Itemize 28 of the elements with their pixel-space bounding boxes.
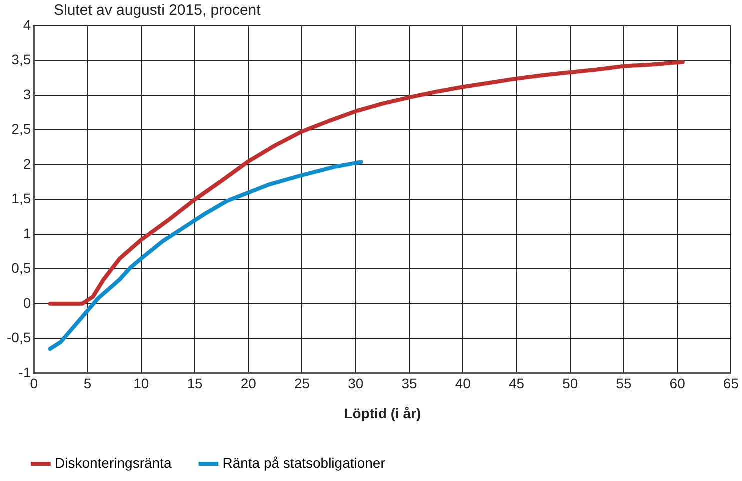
x-tick-label: 40 bbox=[455, 376, 472, 392]
y-tick-label: 1 bbox=[23, 225, 32, 242]
x-tick-label: 45 bbox=[508, 376, 525, 392]
legend-label: Diskonteringsränta bbox=[55, 454, 172, 471]
y-tick-label: 0 bbox=[23, 294, 32, 311]
x-tick-label: 5 bbox=[84, 376, 92, 392]
x-tick-label: 20 bbox=[240, 376, 257, 392]
y-tick-label: 1,5 bbox=[12, 190, 32, 207]
y-tick-label: 3,5 bbox=[12, 52, 32, 68]
x-tick-label: 60 bbox=[670, 376, 686, 392]
chart-subtitle: Slutet av augusti 2015, procent bbox=[54, 2, 261, 19]
x-tick-label: 15 bbox=[187, 376, 203, 392]
y-tick-label: 3 bbox=[23, 86, 32, 102]
x-tick-label: 50 bbox=[562, 376, 578, 392]
y-tick-label: -1 bbox=[18, 364, 32, 380]
legend-label: Ränta på statsobligationer bbox=[222, 454, 386, 471]
x-tick-label: 55 bbox=[616, 376, 632, 392]
y-tick-label: 2,5 bbox=[12, 121, 32, 138]
y-tick-label: -0,5 bbox=[7, 330, 32, 346]
x-tick-label: 35 bbox=[402, 376, 418, 392]
y-tick-label: 4 bbox=[23, 16, 32, 33]
y-tick-label: 0,5 bbox=[12, 260, 32, 276]
x-axis-title: Löptid (i år) bbox=[344, 405, 422, 422]
y-tick-label: 2 bbox=[23, 156, 32, 172]
x-tick-label: 30 bbox=[348, 376, 364, 392]
x-tick-label: 10 bbox=[134, 376, 150, 392]
x-tick-label: 65 bbox=[723, 376, 740, 392]
x-tick-label: 25 bbox=[294, 376, 310, 392]
